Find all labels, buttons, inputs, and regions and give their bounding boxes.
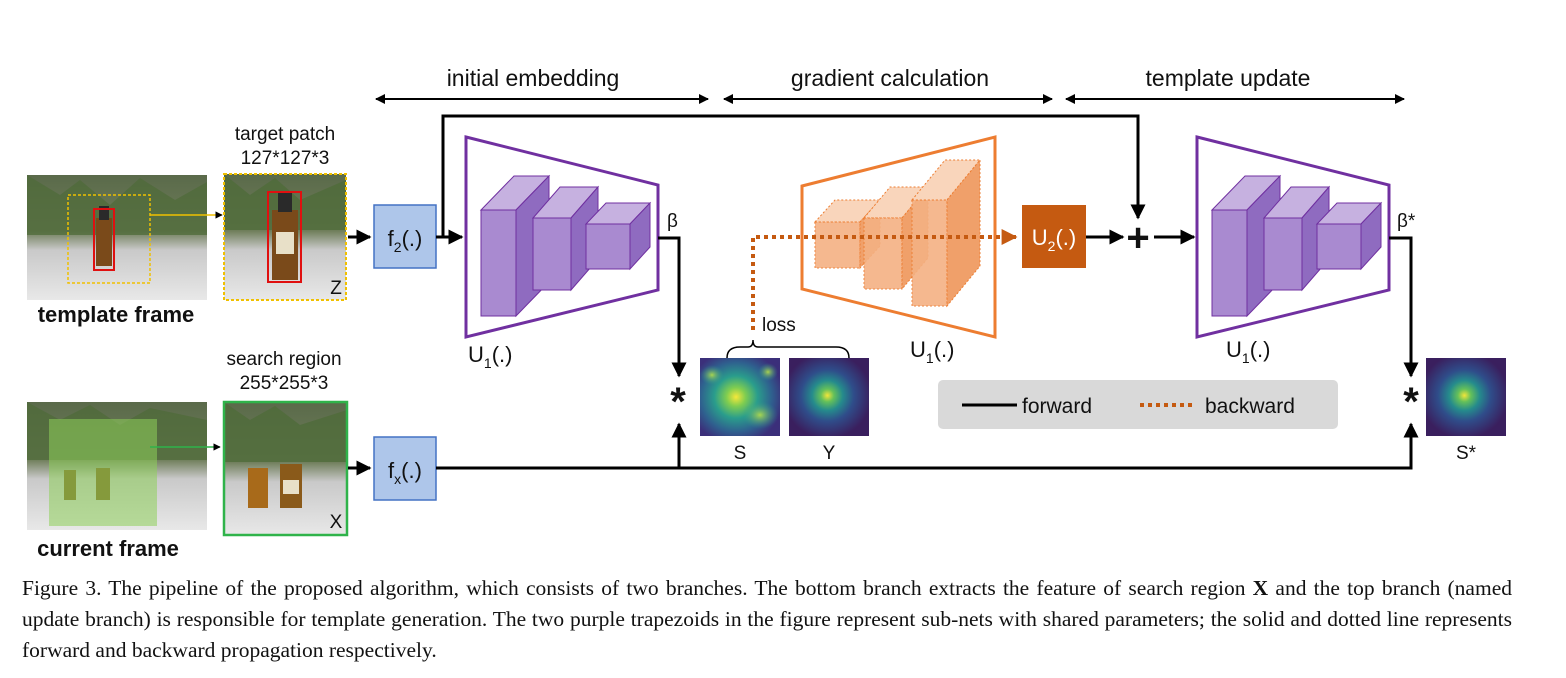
legend-backward-label: backward	[1205, 395, 1295, 418]
current-frame-image	[27, 402, 207, 530]
score-map-s	[700, 358, 780, 436]
pipeline-diagram: initial embedding gradient calculation t…	[27, 65, 1506, 561]
correlation-symbol-left: *	[670, 380, 686, 424]
u1-right-subnet	[1195, 135, 1391, 339]
fx-sub: x	[394, 471, 401, 487]
figure-caption: Figure 3. The pipeline of the proposed a…	[22, 573, 1512, 666]
u2-base: U	[1032, 225, 1048, 250]
svg-text:f2(.): f2(.)	[388, 226, 423, 255]
legend: forward backward	[938, 380, 1338, 429]
score-map-s-star	[1426, 358, 1506, 436]
u1-left-label: U1(.)	[468, 342, 512, 371]
u1-center-label: U1(.)	[910, 337, 954, 366]
f2-sub: 2	[394, 239, 402, 255]
map-s-star-label: S*	[1456, 443, 1477, 464]
patch-letter-z: Z	[330, 278, 342, 299]
legend-forward-label: forward	[1022, 395, 1092, 418]
map-s-label: S	[734, 443, 747, 464]
svg-text:fx(.): fx(.)	[388, 458, 422, 487]
u2-box: U2(.)	[1022, 205, 1086, 268]
beta-star-to-correlation-arrow	[1389, 236, 1419, 378]
stage-template-update: template update	[1146, 65, 1311, 91]
search-region-size: 255*255*3	[240, 373, 329, 394]
target-patch-label: target patch	[235, 124, 335, 145]
beta-to-correlation-arrow	[658, 236, 687, 378]
map-y-label: Y	[823, 443, 836, 464]
f2-tail: (.)	[402, 226, 423, 251]
svg-text:U2(.): U2(.)	[1032, 225, 1076, 254]
template-frame-image	[27, 175, 207, 300]
stage-initial-embedding: initial embedding	[447, 65, 620, 91]
u1-left-subnet	[464, 135, 660, 339]
u1-gradient-subnet	[800, 135, 997, 339]
u2-sub: 2	[1048, 238, 1056, 254]
skip-connection-line	[441, 114, 1146, 237]
f2-base: f	[388, 226, 395, 251]
fx-box: fx(.)	[373, 436, 437, 501]
template-frame-label: template frame	[38, 302, 195, 327]
target-patch-image	[223, 173, 347, 301]
search-feature-line	[436, 422, 1419, 470]
fx-base: f	[388, 458, 395, 483]
label-map-y	[789, 358, 869, 436]
loss-label: loss	[762, 315, 796, 336]
stage-gradient-calculation: gradient calculation	[791, 65, 989, 91]
u1-right-label: U1(.)	[1226, 337, 1270, 366]
target-patch-size: 127*127*3	[241, 148, 330, 169]
fx-tail: (.)	[401, 458, 422, 483]
u2-tail: (.)	[1055, 225, 1076, 250]
current-frame-label: current frame	[37, 536, 179, 561]
loss-brace	[726, 339, 850, 359]
caption-bold-x: X	[1252, 576, 1269, 600]
caption-rest: and the top branch (named update branch)…	[22, 576, 1512, 662]
search-region-label: search region	[226, 349, 341, 370]
f2-box: f2(.)	[373, 204, 437, 269]
sum-symbol: +	[1126, 216, 1149, 260]
beta-star-label: β*	[1397, 211, 1416, 232]
beta-label: β	[667, 211, 678, 232]
region-letter-x: X	[330, 512, 343, 533]
search-region-image	[222, 400, 349, 537]
caption-lead: Figure 3. The pipeline of the proposed a…	[22, 576, 1253, 600]
correlation-symbol-right: *	[1403, 380, 1419, 424]
